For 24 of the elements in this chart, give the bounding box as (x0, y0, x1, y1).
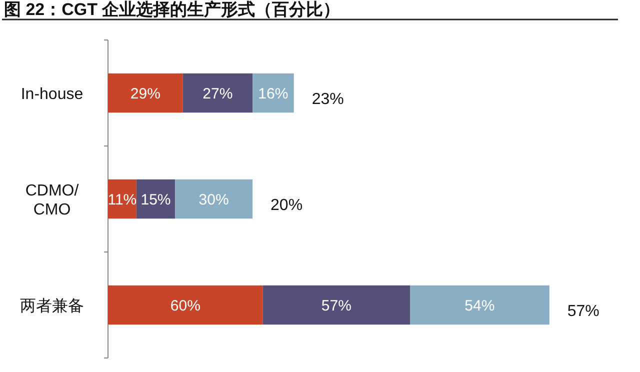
annotation: 20% (270, 197, 303, 214)
data-label: 30% (198, 192, 229, 208)
bar (182, 73, 253, 113)
annotation: 23% (312, 91, 344, 108)
y-tick-label: 两者兼备 (20, 297, 84, 315)
text: 57% (567, 303, 600, 320)
data-label: 60% (170, 298, 200, 314)
bar (262, 285, 410, 325)
bar (136, 179, 176, 219)
data-label: 27% (202, 86, 233, 102)
chart-title: 图 22：CGT 企业选择的生产形式（百分比） (4, 0, 340, 19)
bar (175, 179, 253, 219)
bar (108, 73, 183, 113)
data-label: 57% (321, 298, 352, 314)
data-label: 29% (130, 86, 160, 102)
bar (252, 73, 294, 113)
bar (108, 285, 263, 325)
bar (410, 285, 550, 325)
data-label: 54% (464, 298, 495, 314)
y-tick-label: In-house (20, 86, 84, 103)
data-label: 11% (108, 192, 137, 208)
data-label: 15% (140, 192, 171, 208)
data-label: 16% (258, 86, 288, 102)
y-tick-label: CDMO/CMO (25, 182, 80, 218)
